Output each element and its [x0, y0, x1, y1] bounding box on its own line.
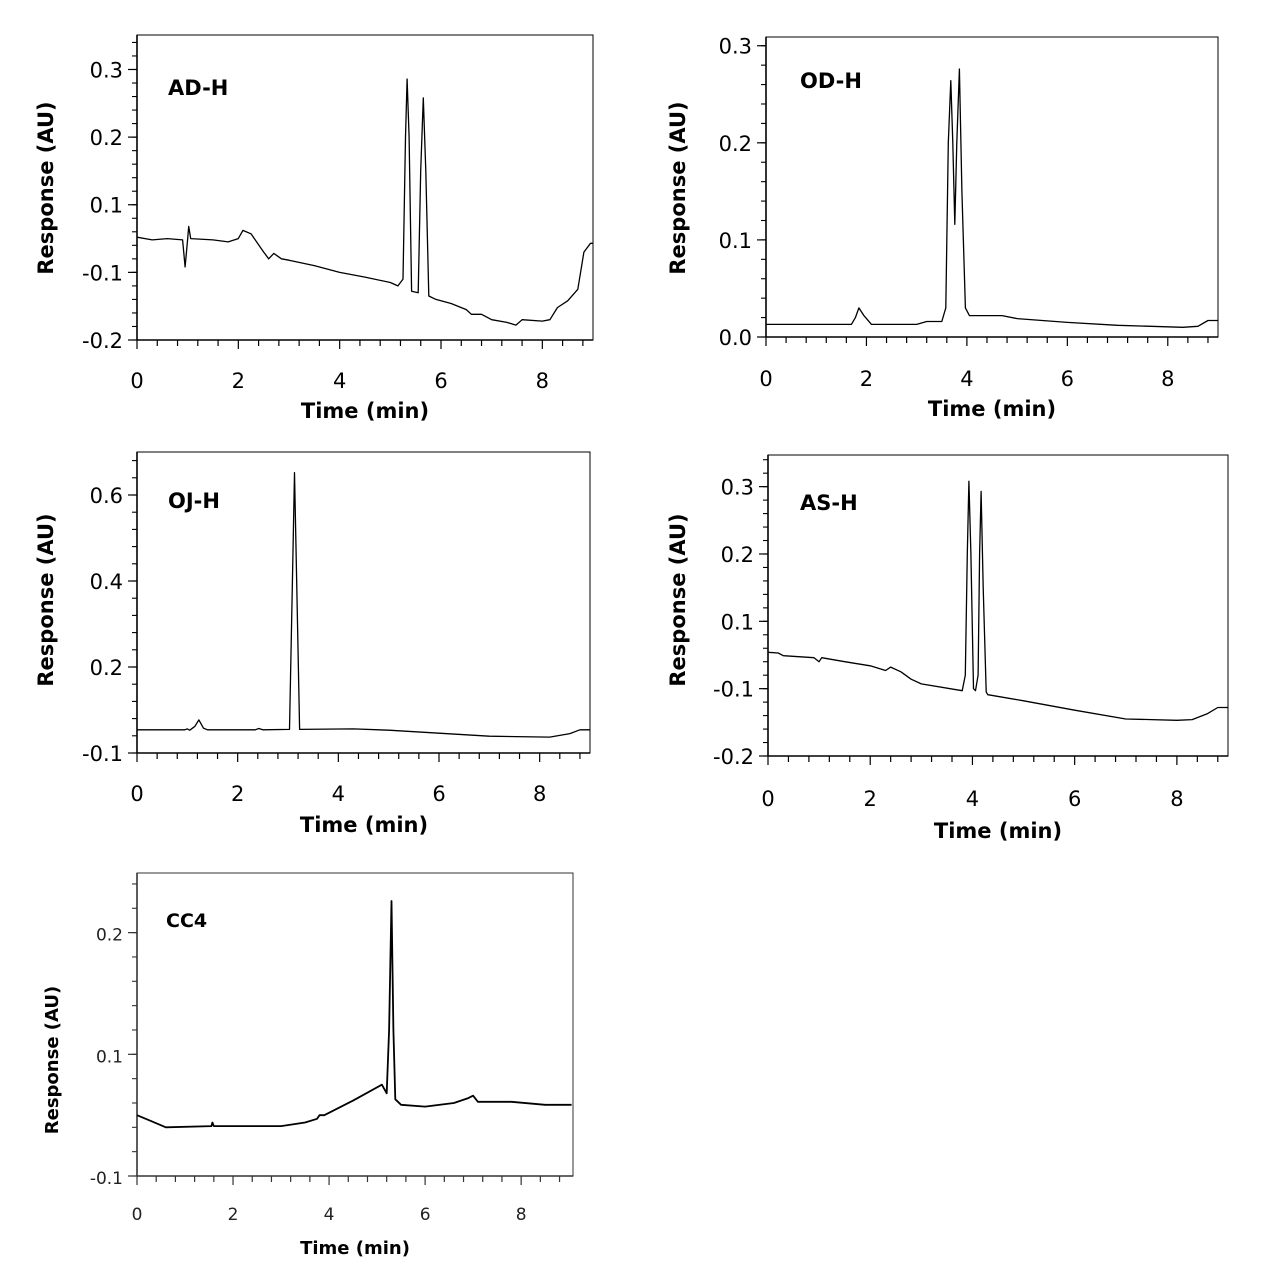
y-tick-label: 0.6 [90, 484, 123, 508]
x-tick-label: 0 [130, 782, 143, 806]
column-label: AD-H [168, 76, 228, 100]
y-tick-label: 0.0 [719, 326, 752, 350]
x-tick-label: 6 [420, 1205, 431, 1225]
y-tick-label: 0.1 [96, 1047, 123, 1067]
x-tick-label: 2 [232, 369, 245, 393]
y-tick-label: 0.2 [96, 926, 123, 946]
chart-panel-oj-h: -0.1 0.2 0.4 0.6 0 2 4 6 8 Time (min) Response (AU… [34, 451, 591, 837]
y-tick-label: 0.4 [90, 570, 123, 594]
x-tick-label: 8 [536, 369, 549, 393]
x-tick-label: 2 [864, 787, 877, 811]
y-tick-label: -0.2 [82, 329, 123, 353]
x-tick-label: 6 [432, 782, 445, 806]
column-label: OD-H [800, 69, 862, 93]
x-tick-label: 0 [759, 367, 772, 391]
x-axis-title: Time (min) [934, 819, 1062, 843]
column-label: CC4 [166, 910, 207, 932]
x-tick-label: 6 [1068, 787, 1081, 811]
y-tick-label: 0.3 [90, 58, 123, 82]
x-tick-label: 8 [533, 782, 546, 806]
x-tick-label: 8 [516, 1205, 527, 1225]
x-axis-title: Time (min) [301, 399, 429, 423]
chart-panel-cc4: -0.1 0.1 0.2 0 2 4 6 8 Time (min) Response (AU) CC… [42, 872, 574, 1259]
chromatogram-trace [136, 78, 593, 326]
x-tick-label: 2 [231, 782, 244, 806]
x-tick-label: 0 [130, 369, 143, 393]
y-axis-title: Response (AU) [666, 101, 690, 274]
x-tick-label: 0 [132, 1205, 143, 1225]
chart-panel-od-h: 0.0 0.1 0.2 0.3 0 2 4 6 8 Time (min) Response (AU)… [666, 35, 1219, 421]
column-label: OJ-H [168, 489, 220, 513]
y-tick-label: 0.2 [721, 543, 754, 567]
chromatogram-trace [766, 68, 1218, 328]
y-axis-title: Response (AU) [34, 101, 58, 274]
y-tick-label: -0.1 [82, 261, 123, 285]
x-tick-label: 4 [966, 787, 979, 811]
x-tick-label: 4 [332, 782, 345, 806]
x-tick-label: 0 [761, 787, 774, 811]
y-tick-label: 0.3 [721, 476, 754, 500]
chart-panel-ad-h: -0.2 -0.1 0.1 0.2 0.3 0 2 4 6 8 Time (min) Response… [34, 34, 594, 423]
x-tick-label: 4 [324, 1205, 335, 1225]
x-axis-title: Time (min) [300, 1238, 410, 1259]
y-axis-title: Response (AU) [42, 986, 63, 1134]
y-tick-label: 0.1 [719, 229, 752, 253]
x-tick-label: 6 [434, 369, 447, 393]
x-axis-title: Time (min) [928, 397, 1056, 421]
y-tick-label: 0.2 [90, 126, 123, 150]
column-label: AS-H [800, 491, 858, 515]
chromatogram-trace [137, 471, 590, 738]
y-tick-label: 0.2 [719, 132, 752, 156]
x-tick-label: 6 [1061, 367, 1074, 391]
x-tick-label: 2 [228, 1205, 239, 1225]
y-tick-label: 0.3 [719, 35, 752, 59]
x-tick-label: 4 [960, 367, 973, 391]
y-tick-label: 0.2 [90, 656, 123, 680]
chart-panel-as-h: -0.2 -0.1 0.1 0.2 0.3 0 2 4 6 8 Time (min) Response… [666, 454, 1229, 843]
y-tick-label: -0.1 [90, 1169, 123, 1189]
y-tick-label: -0.1 [713, 678, 754, 702]
y-axis-title: Response (AU) [666, 513, 690, 686]
y-axis-title: Response (AU) [34, 513, 58, 686]
x-tick-label: 4 [333, 369, 346, 393]
x-tick-label: 8 [1170, 787, 1183, 811]
chromatogram-trace [767, 480, 1228, 721]
x-axis-title: Time (min) [300, 813, 428, 837]
chromatogram-trace [136, 900, 572, 1129]
x-tick-label: 2 [860, 367, 873, 391]
y-tick-label: 0.1 [90, 194, 123, 218]
y-tick-label: -0.2 [713, 745, 754, 769]
y-tick-label: 0.1 [721, 610, 754, 634]
y-tick-label: -0.1 [82, 742, 123, 766]
x-tick-label: 8 [1161, 367, 1174, 391]
